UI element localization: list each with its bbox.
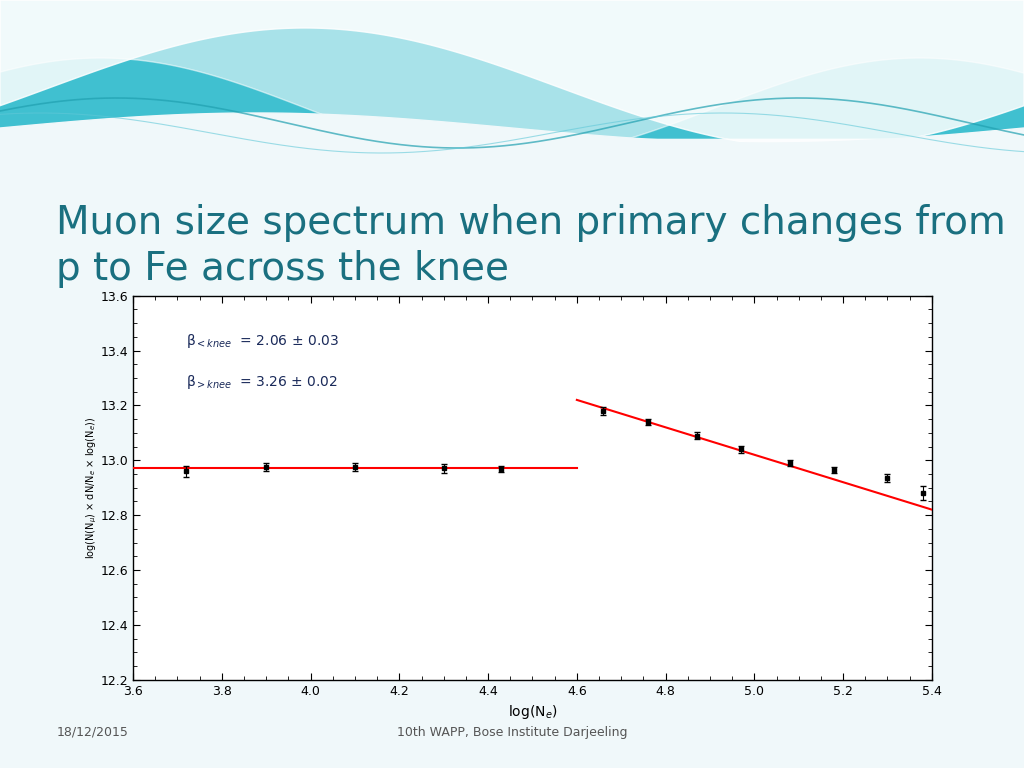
Text: p to Fe across the knee: p to Fe across the knee bbox=[56, 250, 509, 287]
X-axis label: log(N$_e$): log(N$_e$) bbox=[508, 703, 557, 721]
Text: 18/12/2015: 18/12/2015 bbox=[56, 726, 128, 739]
Text: 10th WAPP, Bose Institute Darjeeling: 10th WAPP, Bose Institute Darjeeling bbox=[396, 726, 628, 739]
Text: β$_{< knee}$  = 2.06 ± 0.03: β$_{< knee}$ = 2.06 ± 0.03 bbox=[186, 332, 339, 350]
Text: Muon size spectrum when primary changes from: Muon size spectrum when primary changes … bbox=[56, 204, 1006, 241]
Text: β$_{> knee}$  = 3.26 ± 0.02: β$_{> knee}$ = 3.26 ± 0.02 bbox=[186, 373, 338, 391]
Y-axis label: log(N(N$_\mu$) × dN/N$_e$ × log(N$_e$)): log(N(N$_\mu$) × dN/N$_e$ × log(N$_e$)) bbox=[85, 416, 99, 559]
